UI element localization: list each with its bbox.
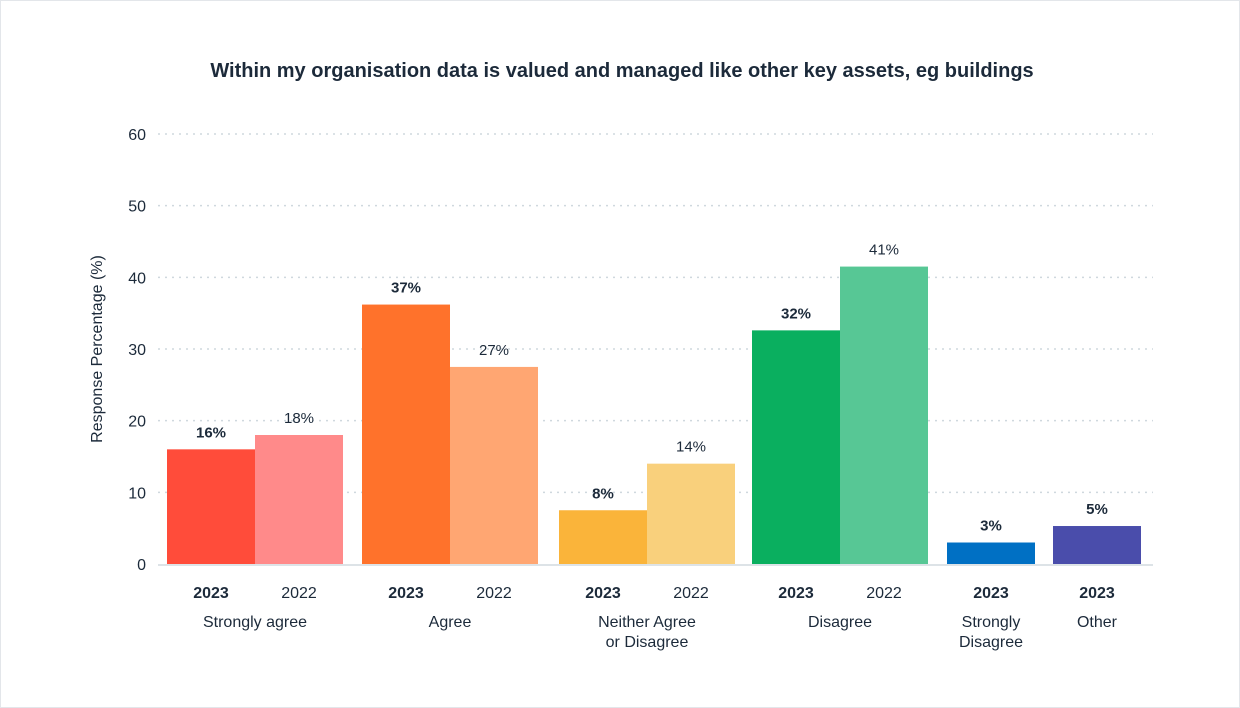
x-category-label: Strongly xyxy=(962,614,1021,631)
y-axis-label: Response Percentage (%) xyxy=(89,255,106,443)
chart-title: Within my organisation data is valued an… xyxy=(210,60,1033,82)
x-tick-label-year: 2023 xyxy=(973,585,1009,602)
bar xyxy=(840,266,928,564)
y-tick-label: 60 xyxy=(128,127,146,144)
y-tick-label: 40 xyxy=(128,270,146,287)
data-label: 18% xyxy=(284,410,314,427)
x-tick-label-year: 2023 xyxy=(585,585,621,602)
data-label: 3% xyxy=(980,518,1002,535)
x-tick-label-year: 2022 xyxy=(476,585,512,602)
bar xyxy=(450,366,538,564)
x-tick-label-year: 2022 xyxy=(281,585,317,602)
bar xyxy=(362,304,450,564)
x-category-label: Agree xyxy=(429,614,472,631)
data-label: 32% xyxy=(781,305,811,322)
data-label: 27% xyxy=(479,342,509,359)
bar xyxy=(752,330,840,564)
x-tick-label-year: 2022 xyxy=(673,585,709,602)
data-label: 14% xyxy=(676,439,706,456)
x-category-label: or Disagree xyxy=(606,634,689,651)
x-category-label: Other xyxy=(1077,614,1118,631)
x-category-label: Strongly agree xyxy=(203,614,307,631)
data-labels: 16% 18% 37% 27% 8% 14% 32% 41% 3% 5% xyxy=(196,242,1108,535)
x-category-label: Neither Agree xyxy=(598,614,696,631)
x-tick-label-year: 2022 xyxy=(866,585,902,602)
bar xyxy=(947,542,1035,564)
x-tick-label-year: 2023 xyxy=(388,585,424,602)
x-category-label: Disagree xyxy=(808,614,872,631)
y-axis-ticks: 0 10 20 30 40 50 60 xyxy=(128,127,146,574)
bars xyxy=(167,266,1141,564)
y-tick-label: 20 xyxy=(128,414,146,431)
x-category-label: Disagree xyxy=(959,634,1023,651)
data-label: 41% xyxy=(869,242,899,259)
bar xyxy=(559,510,647,564)
y-tick-label: 30 xyxy=(128,342,146,359)
bar xyxy=(255,435,343,564)
x-tick-label-year: 2023 xyxy=(1079,585,1115,602)
data-label: 5% xyxy=(1086,501,1108,518)
data-label: 16% xyxy=(196,424,226,441)
bar xyxy=(1053,526,1141,564)
bar xyxy=(167,449,255,564)
bar xyxy=(647,463,735,564)
data-label: 8% xyxy=(592,485,614,502)
y-tick-label: 10 xyxy=(128,485,146,502)
y-tick-label: 0 xyxy=(137,557,146,574)
x-tick-label-year: 2023 xyxy=(193,585,229,602)
data-label: 37% xyxy=(391,280,421,297)
y-tick-label: 50 xyxy=(128,199,146,216)
x-tick-label-year: 2023 xyxy=(778,585,814,602)
